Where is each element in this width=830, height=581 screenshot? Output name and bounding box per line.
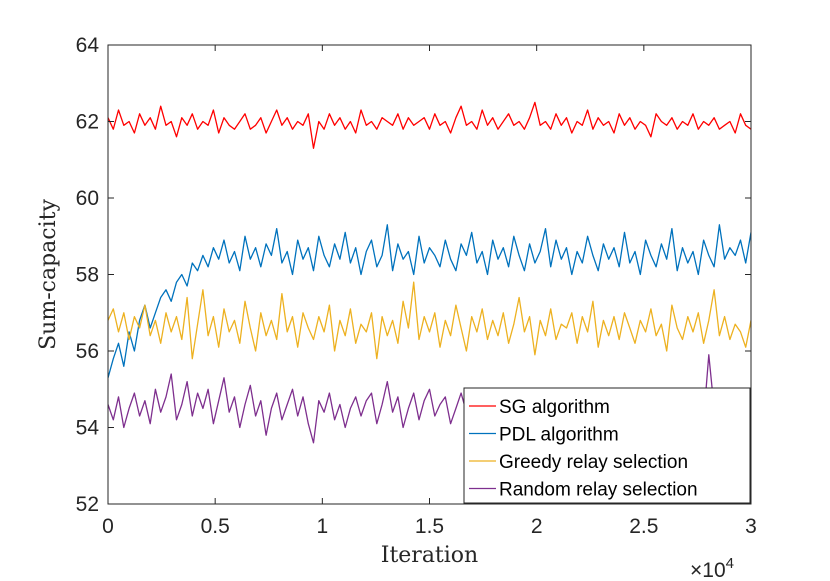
x-multiplier-base: ×10 — [690, 559, 726, 581]
x-axis-label: Iteration — [381, 543, 478, 568]
x-tick-label: 2 — [531, 515, 543, 538]
y-tick-label: 64 — [76, 34, 100, 57]
y-tick-label: 62 — [76, 111, 99, 134]
legend-label-sg-algorithm: SG algorithm — [499, 397, 610, 418]
x-tick-label: 3 — [745, 515, 757, 538]
x-tick-label: 0.5 — [201, 515, 230, 538]
y-axis-label: Sum-capacity — [36, 199, 61, 350]
y-tick-label: 56 — [76, 340, 99, 363]
legend: SG algorithm PDL algorithm Greedy relay se… — [464, 388, 750, 503]
legend-label-pdl-algorithm: PDL algorithm — [499, 425, 619, 446]
y-tick-label: 60 — [76, 187, 99, 210]
y-tick-label: 58 — [76, 264, 99, 287]
x-multiplier-exponent: 4 — [726, 555, 734, 572]
x-tick-label: 1 — [316, 515, 328, 538]
y-tick-label: 54 — [76, 417, 100, 440]
y-tick-label: 52 — [76, 493, 99, 516]
legend-label-random-relay-selection: Random relay selection — [499, 480, 698, 501]
x-tick-label: 1.5 — [415, 515, 444, 538]
x-tick-label: 2.5 — [629, 515, 658, 538]
chart: 0 0.5 1 1.5 2 2.5 3 52 54 56 58 60 62 64 Iteration Su… — [0, 0, 830, 581]
legend-label-greedy-relay-selection: Greedy relay selection — [499, 452, 688, 473]
x-tick-label: 0 — [102, 515, 114, 538]
